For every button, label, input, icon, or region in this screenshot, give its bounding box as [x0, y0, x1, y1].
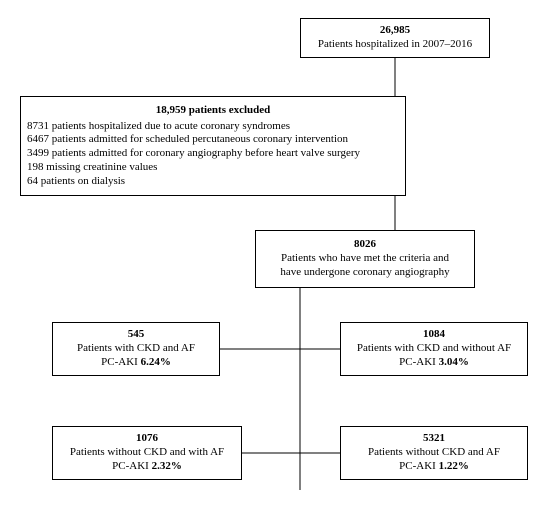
criteria-desc-1: Patients who have met the criteria and: [281, 252, 449, 266]
box-ckd-af: 545 Patients with CKD and AF PC-AKI 6.24…: [52, 322, 220, 376]
g3-desc: Patients without CKD and with AF: [70, 446, 224, 460]
g2-pc-label: PC-AKI: [399, 356, 438, 368]
g4-desc: Patients without CKD and AF: [368, 446, 500, 460]
box-excluded: 18,959 patients excluded 8731 patients h…: [20, 96, 406, 196]
box-met-criteria: 8026 Patients who have met the criteria …: [255, 230, 475, 288]
g4-pc: PC-AKI 1.22%: [399, 460, 469, 474]
excluded-line-1: 8731 patients hospitalized due to acute …: [27, 120, 290, 134]
g3-pc-val: 2.32%: [152, 460, 182, 472]
g2-desc: Patients with CKD and without AF: [357, 342, 511, 356]
excluded-line-2: 6467 patients admitted for scheduled per…: [27, 133, 348, 147]
g1-pc-val: 6.24%: [141, 356, 171, 368]
box-no-ckd-af: 1076 Patients without CKD and with AF PC…: [52, 426, 242, 480]
g1-pc-label: PC-AKI: [101, 356, 140, 368]
criteria-desc-2: have undergone coronary angiography: [280, 266, 449, 280]
box-ckd-no-af: 1084 Patients with CKD and without AF PC…: [340, 322, 528, 376]
g2-n: 1084: [423, 328, 445, 342]
total-n: 26,985: [380, 24, 410, 38]
g4-n: 5321: [423, 432, 445, 446]
g3-pc: PC-AKI 2.32%: [112, 460, 182, 474]
g1-pc: PC-AKI 6.24%: [101, 356, 171, 370]
g2-pc: PC-AKI 3.04%: [399, 356, 469, 370]
flowchart-canvas: 26,985 Patients hospitalized in 2007–201…: [0, 0, 550, 518]
excluded-line-4: 198 missing creatinine values: [27, 161, 157, 175]
box-no-ckd-no-af: 5321 Patients without CKD and AF PC-AKI …: [340, 426, 528, 480]
criteria-n: 8026: [354, 238, 376, 252]
g1-n: 545: [128, 328, 145, 342]
total-desc: Patients hospitalized in 2007–2016: [318, 38, 472, 52]
g3-n: 1076: [136, 432, 158, 446]
g1-desc: Patients with CKD and AF: [77, 342, 195, 356]
g3-pc-label: PC-AKI: [112, 460, 151, 472]
excluded-line-5: 64 patients on dialysis: [27, 175, 125, 189]
g4-pc-val: 1.22%: [439, 460, 469, 472]
box-total-patients: 26,985 Patients hospitalized in 2007–201…: [300, 18, 490, 58]
g4-pc-label: PC-AKI: [399, 460, 438, 472]
excluded-line-3: 3499 patients admitted for coronary angi…: [27, 147, 360, 161]
g2-pc-val: 3.04%: [439, 356, 469, 368]
excluded-title: 18,959 patients excluded: [156, 104, 271, 116]
